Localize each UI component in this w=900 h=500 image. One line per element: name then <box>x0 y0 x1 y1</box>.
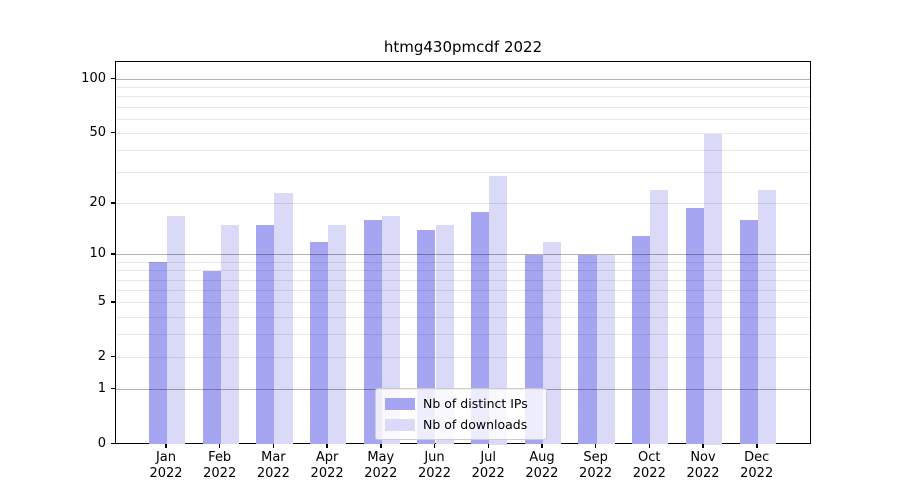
x-tick-mark <box>272 443 275 448</box>
x-tick-mark <box>594 443 597 448</box>
gridline-2 <box>116 357 810 359</box>
legend: Nb of distinct IPs Nb of downloads <box>375 388 547 440</box>
bars-layer <box>116 62 810 445</box>
bar-downloads-sep <box>596 254 615 445</box>
bar-ips-sep <box>578 254 597 445</box>
y-tick-mark <box>110 387 115 390</box>
y-tick-label-0: 0 <box>97 435 106 451</box>
bar-ips-mar <box>256 225 275 445</box>
chart-title: htmg430pmcdf 2022 <box>383 38 543 56</box>
gridline-5 <box>116 302 810 304</box>
y-tick-mark <box>110 442 115 445</box>
x-tick-mark <box>433 443 436 448</box>
y-tick-mark <box>110 131 115 134</box>
x-tick-label-sep: Sep 2022 <box>579 450 613 481</box>
gridline-100 <box>116 79 810 80</box>
x-tick-mark <box>326 443 328 448</box>
gridline-3 <box>116 334 810 336</box>
bar-ips-apr <box>309 241 329 445</box>
bar-ips-feb <box>202 270 221 445</box>
legend-swatch-distinct-ips <box>385 397 415 410</box>
y-tick-label-1: 1 <box>97 380 106 396</box>
y-tick-label-2: 2 <box>97 348 106 364</box>
x-tick-label-nov: Nov 2022 <box>686 450 720 481</box>
gridline-6 <box>116 290 810 292</box>
x-tick-mark <box>487 443 489 448</box>
x-tick-mark <box>756 443 758 448</box>
gridline-4 <box>116 316 810 318</box>
bar-downloads-apr <box>328 225 347 445</box>
plot-area: Nb of distinct IPs Nb of downloads <box>115 61 811 445</box>
y-tick-label-5: 5 <box>97 293 106 309</box>
y-tick-mark <box>110 355 115 358</box>
bar-downloads-oct <box>650 189 669 445</box>
x-tick-label-mar: Mar 2022 <box>256 450 290 481</box>
x-tick-label-jun: Jun 2022 <box>417 450 452 481</box>
legend-label-downloads: Nb of downloads <box>423 417 528 432</box>
bar-ips-dec <box>739 220 758 445</box>
x-tick-mark <box>380 443 382 448</box>
bar-downloads-may <box>381 215 400 445</box>
gridline-60 <box>116 118 810 120</box>
gridline-10 <box>116 254 810 256</box>
y-tick-mark <box>110 202 115 204</box>
y-tick-label-20: 20 <box>89 194 106 210</box>
x-tick-label-feb: Feb 2022 <box>203 450 237 481</box>
bar-ips-jul <box>471 211 490 445</box>
gridline-9 <box>116 261 810 263</box>
legend-item-distinct-ips: Nb of distinct IPs <box>385 396 536 411</box>
x-tick-label-jan: Jan 2022 <box>149 450 183 481</box>
gridline-80 <box>116 96 810 98</box>
x-tick-mark <box>702 443 704 448</box>
grid-layer <box>116 62 810 443</box>
gridline-20 <box>116 203 810 205</box>
y-tick-mark <box>110 77 115 80</box>
bar-downloads-jan <box>167 215 186 445</box>
bar-ips-oct <box>632 235 651 445</box>
x-tick-mark <box>541 443 543 448</box>
x-tick-label-dec: Dec 2022 <box>740 450 774 481</box>
x-tick-label-aug: Aug 2022 <box>525 450 559 481</box>
legend-swatch-downloads <box>385 418 415 431</box>
y-tick-mark <box>110 253 115 255</box>
bar-ips-nov <box>685 207 704 445</box>
x-tick-label-oct: Oct 2022 <box>632 450 666 481</box>
gridline-90 <box>116 87 810 89</box>
y-tick-mark <box>110 301 115 303</box>
bar-downloads-mar <box>274 193 293 445</box>
x-tick-mark <box>648 443 650 448</box>
gridline-70 <box>116 106 810 108</box>
bar-downloads-nov <box>704 133 723 445</box>
y-tick-label-10: 10 <box>89 245 106 261</box>
bar-downloads-aug <box>542 241 562 445</box>
gridline-50 <box>116 133 810 134</box>
gridline-30 <box>116 172 810 174</box>
y-tick-label-50: 50 <box>89 124 106 140</box>
x-tick-label-jul: Jul 2022 <box>471 450 505 481</box>
gridline-8 <box>116 270 810 272</box>
x-tick-label-apr: Apr 2022 <box>310 450 344 481</box>
x-tick-mark <box>165 443 167 448</box>
gridline-40 <box>116 150 810 152</box>
bar-downloads-feb <box>220 225 239 445</box>
x-tick-label-may: May 2022 <box>364 450 398 481</box>
legend-item-downloads: Nb of downloads <box>385 417 536 432</box>
bar-downloads-dec <box>757 189 776 445</box>
x-tick-mark <box>218 443 221 448</box>
bar-ips-jan <box>148 262 167 445</box>
bar-downloads-jul <box>489 175 508 445</box>
y-tick-label-100: 100 <box>81 70 106 86</box>
legend-label-distinct-ips: Nb of distinct IPs <box>423 396 528 411</box>
gridline-7 <box>116 279 810 281</box>
